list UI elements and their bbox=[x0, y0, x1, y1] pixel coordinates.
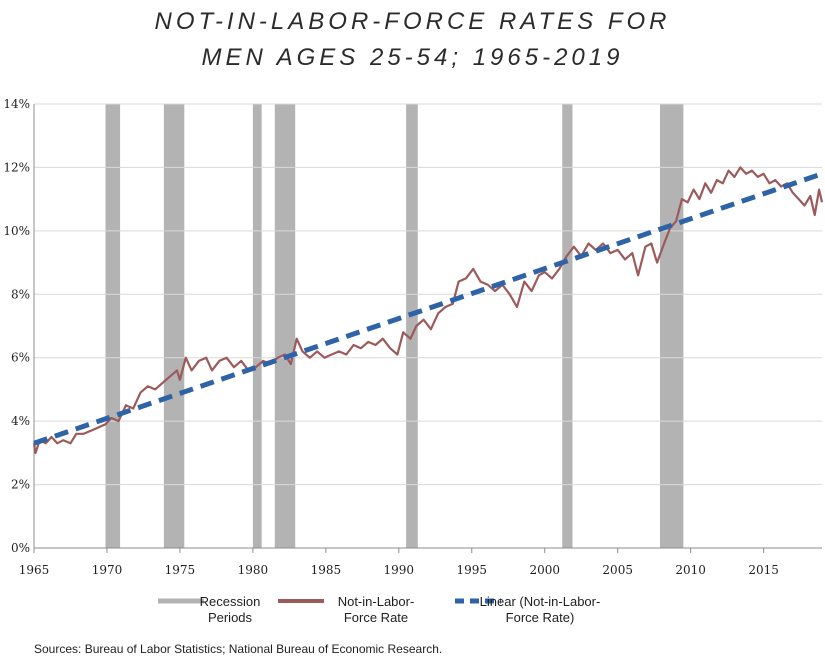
recession-band-0 bbox=[105, 104, 121, 548]
line-chart: 0% 2% 4% 6% 8% 10% 12% 14% 1965 1970 1975 1980 1985… bbox=[3, 97, 824, 625]
recession-band-4 bbox=[406, 104, 418, 548]
y-tick-label: 6% bbox=[11, 351, 30, 365]
y-tick-label: 2% bbox=[11, 478, 30, 492]
chart-title-line-2: MEN AGES 25-54; 1965-2019 bbox=[201, 44, 624, 71]
legend-label-1: Not-in-Labor- bbox=[338, 594, 415, 609]
recession-bands bbox=[105, 104, 684, 548]
legend-label-2: Force Rate) bbox=[506, 610, 575, 625]
x-tick-label: 1990 bbox=[384, 563, 415, 577]
x-tick-label: 1970 bbox=[92, 563, 123, 577]
recession-band-3 bbox=[274, 104, 296, 548]
legend-label-0: Recession bbox=[200, 594, 261, 609]
x-tick-label: 1995 bbox=[457, 563, 488, 577]
legend-label-2: Linear (Not-in-Labor- bbox=[480, 594, 601, 609]
chart-title-line-1: NOT-IN-LABOR-FORCE RATES FOR bbox=[154, 8, 671, 35]
x-tick-label: 1975 bbox=[165, 563, 196, 577]
legend-label-0: Periods bbox=[208, 610, 253, 625]
recession-band-1 bbox=[163, 104, 185, 548]
series-line-linear-trend bbox=[33, 171, 823, 446]
recession-band-2 bbox=[252, 104, 262, 548]
y-tick-label: 8% bbox=[11, 287, 30, 301]
x-axis: 1965 1970 1975 1980 1985 1990 1995 2000 2005 2010… bbox=[19, 547, 822, 577]
x-tick-label: 1985 bbox=[311, 563, 342, 577]
x-tick-label: 1980 bbox=[238, 563, 269, 577]
x-tick-label: 2010 bbox=[675, 563, 706, 577]
series-layer bbox=[32, 166, 824, 454]
x-tick-label: 1965 bbox=[19, 563, 50, 577]
gridlines bbox=[34, 103, 822, 486]
y-tick-label: 0% bbox=[11, 541, 30, 555]
y-tick-label: 12% bbox=[3, 160, 30, 174]
x-tick-label: 2005 bbox=[602, 563, 633, 577]
y-axis: 0% 2% 4% 6% 8% 10% 12% 14% bbox=[3, 97, 35, 555]
legend-label-1: Force Rate bbox=[344, 610, 408, 625]
recession-band-5 bbox=[562, 104, 573, 548]
recession-band-6 bbox=[660, 104, 684, 548]
series-line-not-in-labor-force-rate bbox=[32, 166, 824, 454]
y-tick-label: 14% bbox=[3, 97, 30, 111]
x-tick-label: 2000 bbox=[529, 563, 560, 577]
x-tick-label: 2015 bbox=[748, 563, 779, 577]
y-tick-label: 10% bbox=[3, 224, 30, 238]
source-note: Sources: Bureau of Labor Statistics; Nat… bbox=[34, 642, 443, 656]
y-tick-label: 4% bbox=[11, 414, 30, 428]
